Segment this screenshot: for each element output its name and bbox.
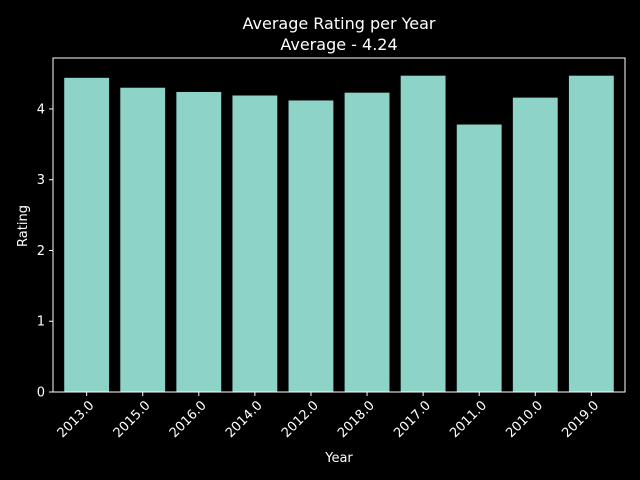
- y-tick-label: 3: [37, 173, 45, 188]
- plot-frame: [52, 57, 626, 393]
- bar-2012.0: [288, 100, 334, 392]
- bar-2011.0: [456, 124, 502, 392]
- y-tick-label: 2: [37, 244, 45, 259]
- bar-2015.0: [120, 87, 166, 392]
- x-axis-label: Year: [324, 451, 353, 466]
- y-tick-label: 4: [37, 102, 45, 117]
- bar-series: [64, 75, 614, 393]
- chart-subtitle: Average - 4.24: [280, 35, 397, 54]
- y-axis-label: Rating: [16, 205, 31, 247]
- bar-2013.0: [64, 77, 110, 392]
- chart-title: Average Rating per Year: [243, 14, 436, 33]
- y-tick-label: 0: [37, 386, 45, 401]
- bar-2018.0: [344, 92, 390, 392]
- y-tick-label: 1: [37, 315, 45, 330]
- bar-2017.0: [400, 75, 446, 393]
- bar-2019.0: [568, 75, 614, 393]
- axes-frame: [52, 57, 626, 393]
- bar-2016.0: [176, 91, 222, 393]
- bar-2014.0: [232, 95, 278, 392]
- bar-2010.0: [512, 97, 558, 392]
- y-axis-ticks: 0 1 2 3 4: [37, 102, 53, 401]
